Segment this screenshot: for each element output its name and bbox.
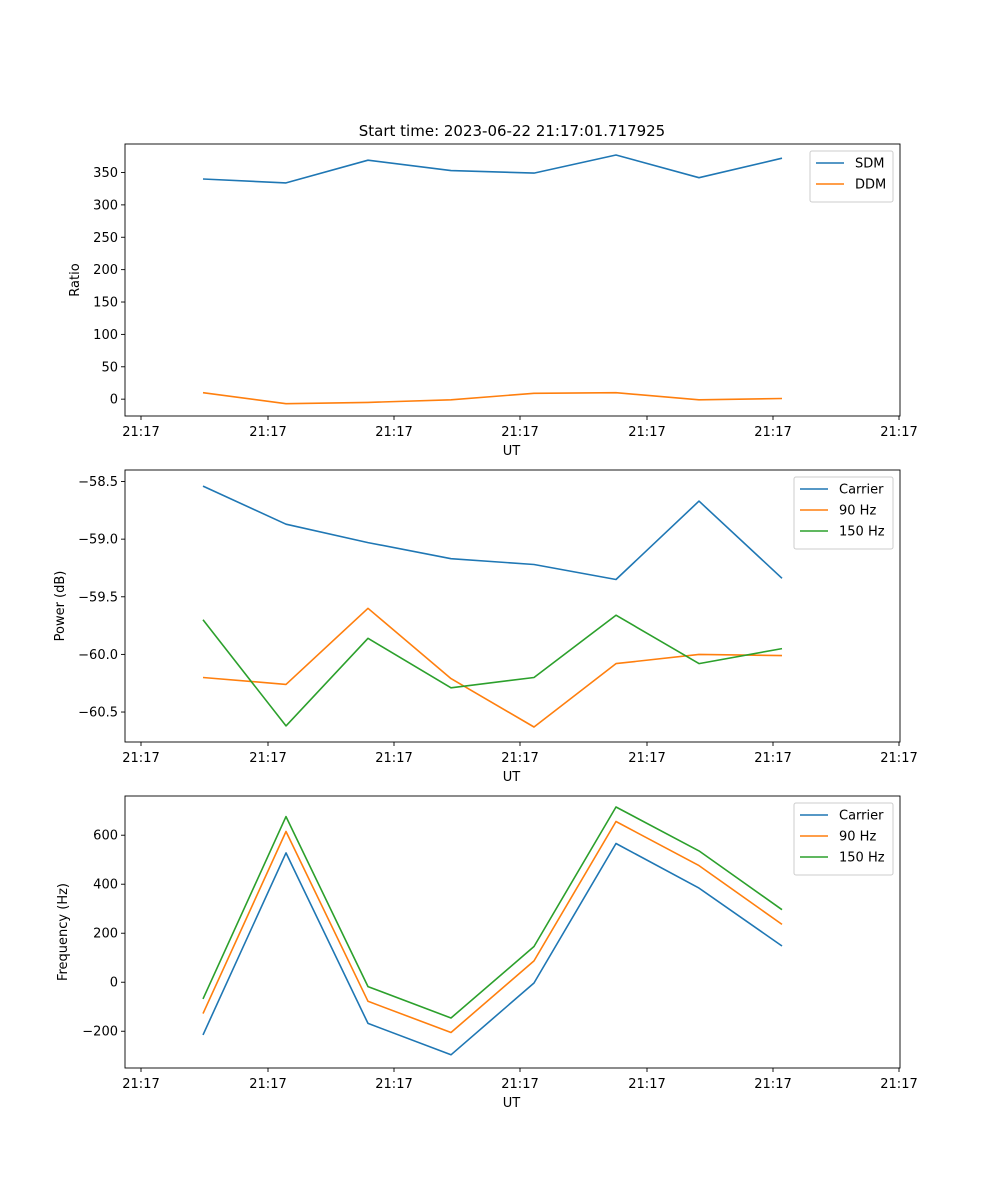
y-tick-label: 100 — [93, 328, 118, 343]
y-tick-label: 350 — [93, 166, 118, 181]
y-axis-label: Ratio — [68, 263, 83, 296]
legend-label: DDM — [855, 178, 886, 193]
y-tick-label: 400 — [93, 878, 118, 893]
y-tick-label: 200 — [93, 927, 118, 942]
legend-label: 90 Hz — [839, 504, 876, 519]
y-tick-label: 200 — [93, 263, 118, 278]
legend-label: Carrier — [839, 809, 884, 824]
y-tick-label: −60.5 — [78, 706, 118, 721]
legend-label: Carrier — [839, 483, 884, 498]
y-tick-label: 0 — [110, 976, 118, 991]
x-tick-label: 21:17 — [122, 425, 159, 440]
x-tick-label: 21:17 — [122, 751, 159, 766]
chart-panels: 21:17 21:17 21:17 21:17 21:17 21:17 21:17 UT 0 50… — [53, 143, 918, 1111]
x-tick-label: 21:17 — [628, 1077, 665, 1092]
legend-label: 150 Hz — [839, 851, 885, 866]
x-tick-label: 21:17 — [375, 425, 412, 440]
y-tick-label: 600 — [93, 829, 118, 844]
chart-panel-3: 21:17 21:17 21:17 21:17 21:17 21:17 21:17 UT −20… — [56, 795, 918, 1111]
y-axis-label: Frequency (Hz) — [56, 883, 71, 981]
x-tick-label: 21:17 — [249, 751, 286, 766]
series-line-carrier — [202, 842, 783, 1056]
series-line-90-hz — [202, 820, 783, 1034]
legend: SDM DDM — [809, 150, 894, 203]
x-axis-label: UT — [503, 770, 521, 785]
x-tick-label: 21:17 — [880, 1077, 917, 1092]
y-tick-label: 250 — [93, 231, 118, 246]
x-tick-label: 21:17 — [754, 751, 791, 766]
y-tick-label: −59.0 — [78, 533, 118, 548]
figure-title: Start time: 2023-06-22 21:17:01.717925 — [359, 122, 665, 140]
axes-frame — [124, 143, 901, 417]
x-tick-label: 21:17 — [628, 425, 665, 440]
x-tick-label: 21:17 — [501, 1077, 538, 1092]
x-tick-label: 21:17 — [754, 1077, 791, 1092]
legend: Carrier 90 Hz 150 Hz — [793, 802, 894, 876]
y-tick-label: −59.5 — [78, 590, 118, 605]
y-axis-label: Power (dB) — [53, 571, 68, 642]
y-tick-label: −58.5 — [78, 475, 118, 490]
x-tick-label: 21:17 — [880, 751, 917, 766]
x-tick-label: 21:17 — [501, 425, 538, 440]
series-line-carrier — [202, 485, 783, 581]
series-line-sdm — [202, 154, 783, 184]
x-tick-label: 21:17 — [880, 425, 917, 440]
series-line-150-hz — [202, 806, 783, 1019]
y-tick-label: 300 — [93, 198, 118, 213]
legend-label: 150 Hz — [839, 525, 885, 540]
legend: Carrier 90 Hz 150 Hz — [793, 476, 894, 550]
y-tick-label: 0 — [110, 393, 118, 408]
axes-frame — [124, 469, 901, 743]
series-line-90-hz — [202, 607, 783, 728]
x-tick-label: 21:17 — [628, 751, 665, 766]
y-tick-label: −200 — [82, 1025, 118, 1040]
y-tick-label: 50 — [101, 360, 118, 375]
x-axis-label: UT — [503, 444, 521, 459]
x-tick-label: 21:17 — [501, 751, 538, 766]
x-tick-label: 21:17 — [249, 425, 286, 440]
series-line-150-hz — [202, 614, 783, 727]
x-tick-label: 21:17 — [754, 425, 791, 440]
x-tick-label: 21:17 — [122, 1077, 159, 1092]
legend-label: 90 Hz — [839, 830, 876, 845]
x-tick-label: 21:17 — [249, 1077, 286, 1092]
chart-panel-2: 21:17 21:17 21:17 21:17 21:17 21:17 21:17 UT −58… — [53, 469, 918, 785]
axes-frame — [124, 795, 901, 1069]
chart-panel-1: 21:17 21:17 21:17 21:17 21:17 21:17 21:17 UT 0 50… — [68, 143, 918, 459]
y-tick-label: −60.0 — [78, 648, 118, 663]
x-axis-label: UT — [503, 1096, 521, 1111]
series-line-ddm — [202, 391, 783, 405]
y-tick-label: 150 — [93, 296, 118, 311]
x-tick-label: 21:17 — [375, 1077, 412, 1092]
x-tick-label: 21:17 — [375, 751, 412, 766]
legend-label: SDM — [855, 157, 884, 172]
